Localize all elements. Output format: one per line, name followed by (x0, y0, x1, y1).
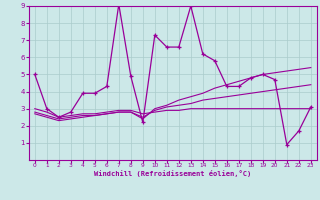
X-axis label: Windchill (Refroidissement éolien,°C): Windchill (Refroidissement éolien,°C) (94, 170, 252, 177)
